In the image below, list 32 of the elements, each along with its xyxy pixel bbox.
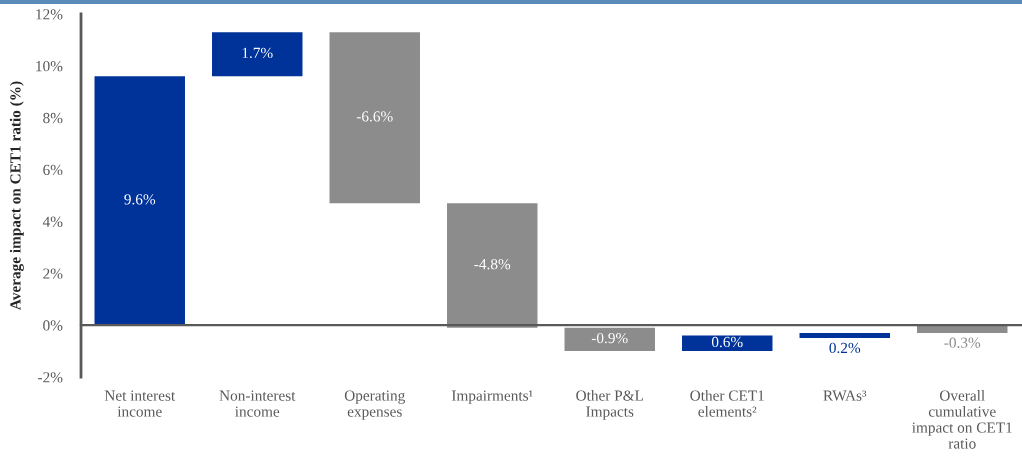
y-tick-label: 4% (42, 216, 63, 227)
bar (682, 335, 773, 352)
bar (447, 203, 538, 328)
data-label: 0.6% (711, 336, 743, 348)
data-label: 0.2% (829, 342, 861, 354)
bar (212, 32, 303, 77)
data-label: 9.6% (124, 194, 156, 205)
x-tick-label: RWAs³ (823, 390, 867, 401)
x-tick-label: Non-interest income (219, 390, 296, 417)
data-label: -0.9% (591, 332, 628, 344)
y-tick-label: 12% (36, 9, 63, 20)
y-tick-label: -2% (38, 372, 63, 383)
x-tick-label: Impairments¹ (451, 390, 533, 404)
data-label: 1.7% (242, 47, 273, 59)
y-tick-label: 2% (43, 268, 63, 279)
y-tick-label: 6% (43, 164, 63, 176)
bar (799, 332, 890, 339)
bar (94, 76, 185, 326)
x-tick-label: Net interest income (104, 390, 176, 417)
x-tick-label: Other CET1 elements² (690, 390, 764, 417)
bar (329, 32, 420, 204)
x-tick-label: Overall cumulative impact on CET1 ratio (912, 390, 1012, 449)
data-label: -0.3% (944, 337, 981, 348)
x-tick-label: Operating expenses (344, 390, 405, 420)
y-axis-title: Average impact on CET1 ratio (%) (9, 81, 24, 310)
y-tick-label: 8% (43, 112, 63, 124)
data-label: -4.8% (474, 259, 511, 270)
data-label: -6.6% (356, 111, 393, 122)
x-tick-label: Other P&L Impacts (576, 390, 643, 420)
y-tick-label: 10% (36, 61, 63, 72)
y-tick-label: 0% (43, 320, 63, 331)
bar (564, 327, 655, 352)
